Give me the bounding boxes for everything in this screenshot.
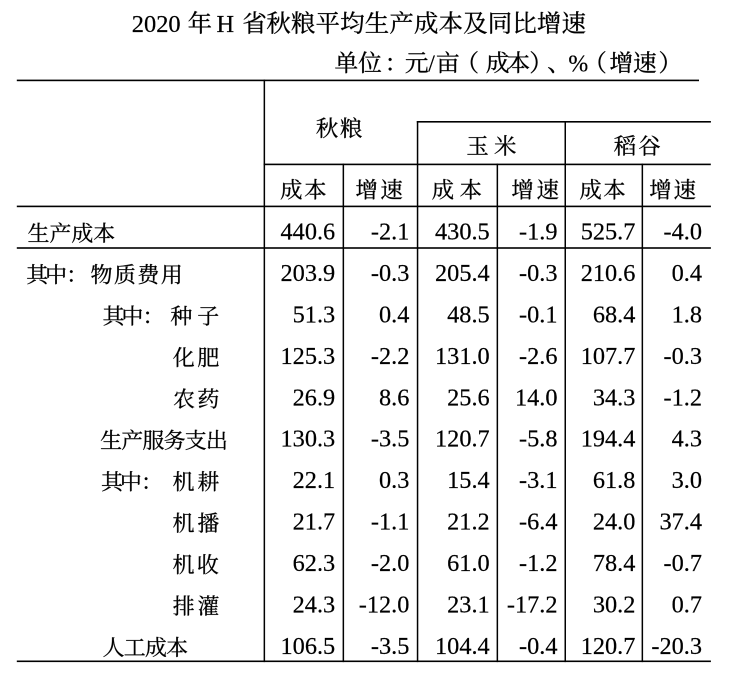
svg-text:62.3: 62.3 xyxy=(293,550,336,577)
svg-text:194.4: 194.4 xyxy=(581,426,636,453)
svg-text:-12.0: -12.0 xyxy=(359,591,410,618)
svg-text:-0.3: -0.3 xyxy=(371,260,409,287)
svg-text:-4.0: -4.0 xyxy=(664,219,702,246)
svg-text:-1.2: -1.2 xyxy=(664,384,702,411)
svg-text:-2.0: -2.0 xyxy=(371,550,409,577)
svg-text:440.6: 440.6 xyxy=(281,219,336,246)
svg-text:210.6: 210.6 xyxy=(581,260,636,287)
svg-text:25.6: 25.6 xyxy=(447,384,490,411)
svg-text:-2.1: -2.1 xyxy=(371,219,409,246)
svg-text:15.4: 15.4 xyxy=(447,467,490,494)
svg-text:0.3: 0.3 xyxy=(379,467,409,494)
svg-text:-3.1: -3.1 xyxy=(519,467,557,494)
svg-text:2020: 2020 xyxy=(132,11,181,38)
svg-text:-0.4: -0.4 xyxy=(519,633,557,660)
svg-text:131.0: 131.0 xyxy=(435,343,490,370)
svg-text:21.2: 21.2 xyxy=(447,509,490,536)
svg-text:-3.5: -3.5 xyxy=(371,426,409,453)
svg-text:104.4: 104.4 xyxy=(435,633,490,660)
svg-text:24.3: 24.3 xyxy=(293,591,336,618)
svg-text:34.3: 34.3 xyxy=(593,384,636,411)
svg-text:120.7: 120.7 xyxy=(581,633,636,660)
svg-text:0.7: 0.7 xyxy=(672,591,702,618)
svg-text:-6.4: -6.4 xyxy=(519,509,557,536)
svg-text:-17.2: -17.2 xyxy=(507,591,558,618)
svg-text:%: % xyxy=(568,51,588,77)
svg-text:61.0: 61.0 xyxy=(447,550,490,577)
svg-text:-0.1: -0.1 xyxy=(519,301,557,328)
svg-text:205.4: 205.4 xyxy=(435,260,490,287)
svg-text:1.8: 1.8 xyxy=(672,301,702,328)
svg-text:203.9: 203.9 xyxy=(281,260,336,287)
svg-text:23.1: 23.1 xyxy=(447,591,490,618)
svg-text:-2.6: -2.6 xyxy=(519,343,557,370)
svg-text:0.4: 0.4 xyxy=(379,301,409,328)
svg-text:430.5: 430.5 xyxy=(435,219,490,246)
svg-text:26.9: 26.9 xyxy=(293,384,336,411)
svg-text:H: H xyxy=(217,11,235,38)
svg-text:-5.8: -5.8 xyxy=(519,426,557,453)
svg-text:125.3: 125.3 xyxy=(281,343,336,370)
svg-text:37.4: 37.4 xyxy=(659,509,702,536)
svg-text:24.0: 24.0 xyxy=(593,509,636,536)
svg-text:-0.3: -0.3 xyxy=(664,343,702,370)
svg-text:68.4: 68.4 xyxy=(593,301,636,328)
svg-text:0.4: 0.4 xyxy=(672,260,702,287)
svg-text:-3.5: -3.5 xyxy=(371,633,409,660)
svg-text:106.5: 106.5 xyxy=(281,633,336,660)
svg-text:22.1: 22.1 xyxy=(293,467,336,494)
svg-text:-20.3: -20.3 xyxy=(651,633,702,660)
svg-text:61.8: 61.8 xyxy=(593,467,636,494)
svg-text:120.7: 120.7 xyxy=(435,426,490,453)
svg-text:3.0: 3.0 xyxy=(672,467,702,494)
svg-text:48.5: 48.5 xyxy=(447,301,490,328)
svg-text:-1.1: -1.1 xyxy=(371,509,409,536)
svg-text:130.3: 130.3 xyxy=(281,426,336,453)
svg-text:-0.3: -0.3 xyxy=(519,260,557,287)
svg-text:21.7: 21.7 xyxy=(293,509,336,536)
svg-text:8.6: 8.6 xyxy=(379,384,409,411)
svg-text:-2.2: -2.2 xyxy=(371,343,409,370)
svg-text:107.7: 107.7 xyxy=(581,343,636,370)
svg-text:525.7: 525.7 xyxy=(581,219,636,246)
svg-text:30.2: 30.2 xyxy=(593,591,636,618)
svg-text:4.3: 4.3 xyxy=(672,426,702,453)
svg-text:/: / xyxy=(428,51,435,77)
svg-text:-0.7: -0.7 xyxy=(664,550,702,577)
svg-text:-1.2: -1.2 xyxy=(519,550,557,577)
svg-text:14.0: 14.0 xyxy=(515,384,558,411)
svg-text:-1.9: -1.9 xyxy=(519,219,557,246)
svg-text:51.3: 51.3 xyxy=(293,301,336,328)
svg-text:78.4: 78.4 xyxy=(593,550,636,577)
